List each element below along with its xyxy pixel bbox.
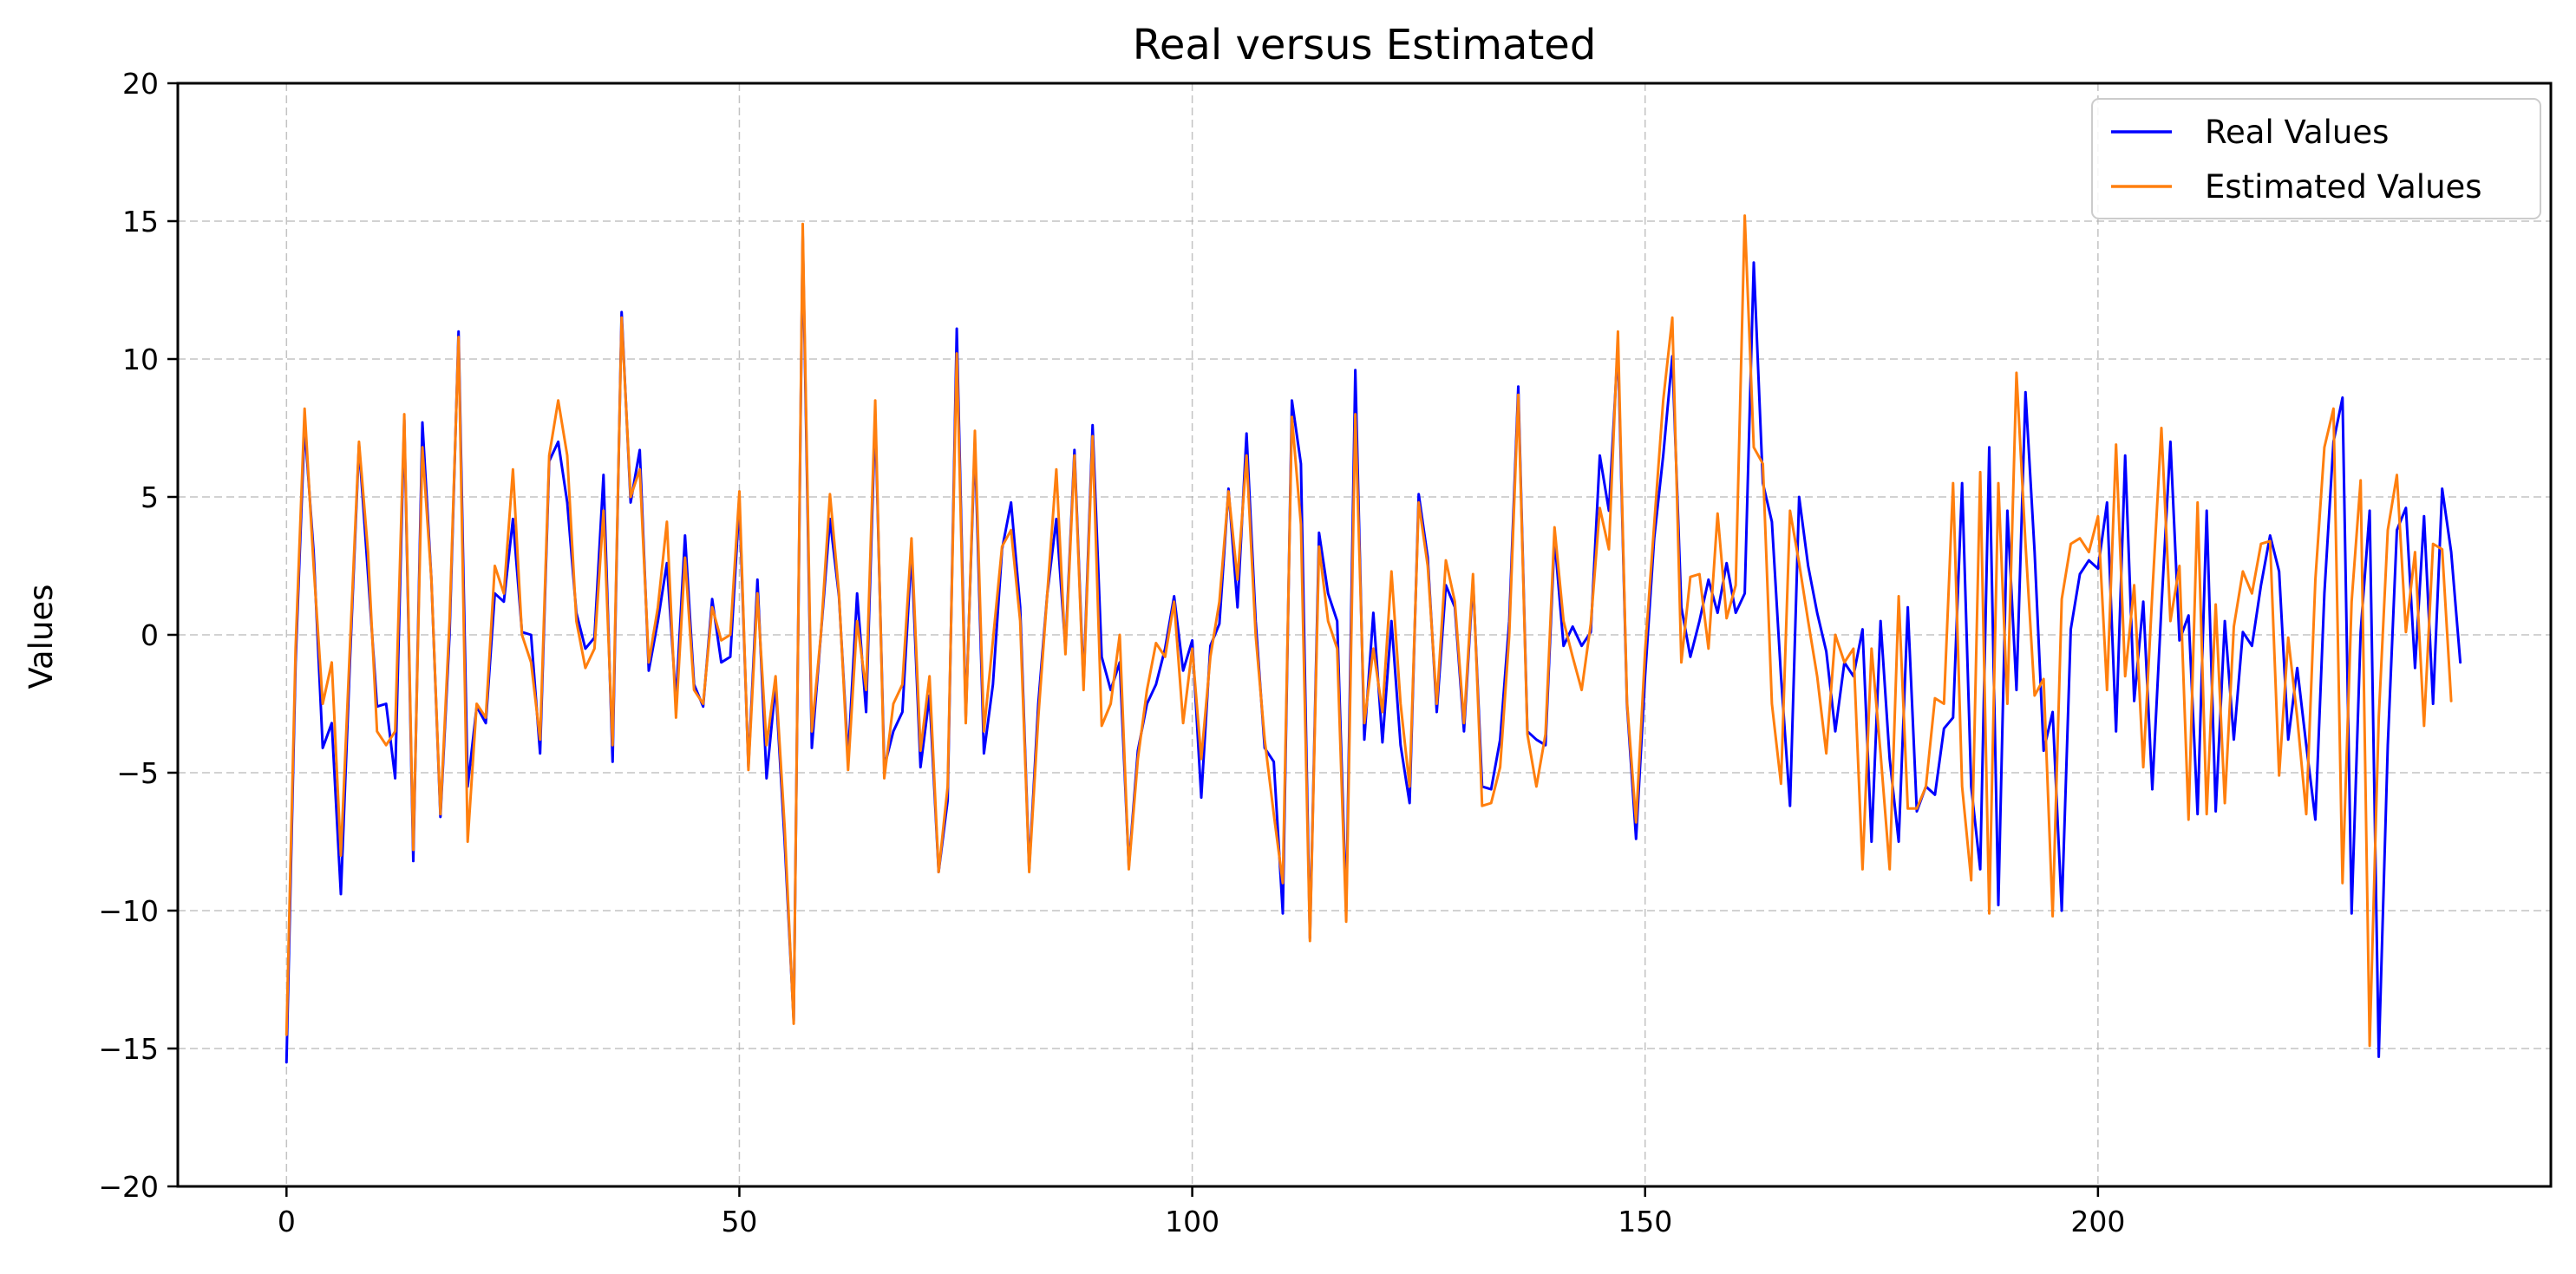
y-tick-label: −15 <box>98 1032 159 1066</box>
x-tick-label: 0 <box>278 1205 296 1238</box>
series-layer <box>284 214 2462 1064</box>
y-tick-label: 20 <box>122 67 159 101</box>
y-axis-label: Values <box>23 585 60 689</box>
x-tick-label: 150 <box>1618 1205 1672 1238</box>
x-tick-label: 50 <box>721 1205 757 1238</box>
y-tick-label: 5 <box>141 480 159 514</box>
y-tick-label: −5 <box>116 756 159 790</box>
legend-label: Real Values <box>2205 114 2389 151</box>
y-tick-label: −20 <box>98 1170 159 1204</box>
legend-label: Estimated Values <box>2205 168 2482 206</box>
series-line-estimated-values <box>284 214 2453 1048</box>
x-tick-label: 100 <box>1165 1205 1219 1238</box>
legend-box <box>2091 98 2541 219</box>
y-tick-label: 15 <box>122 205 159 238</box>
y-tick-label: 10 <box>122 343 159 376</box>
y-tick-label: −10 <box>98 894 159 928</box>
series-line-real-values <box>284 233 2462 1064</box>
y-tick-label: 0 <box>141 618 159 652</box>
legend: Real Values Estimated Values <box>2091 98 2541 219</box>
chart-title: Real versus Estimated <box>1133 21 1597 69</box>
axis-ticks: 0 50 100 150 200 −20 −15 −10 −5 0 5 10 15 20 <box>98 67 2125 1238</box>
x-tick-label: 200 <box>2070 1205 2125 1238</box>
